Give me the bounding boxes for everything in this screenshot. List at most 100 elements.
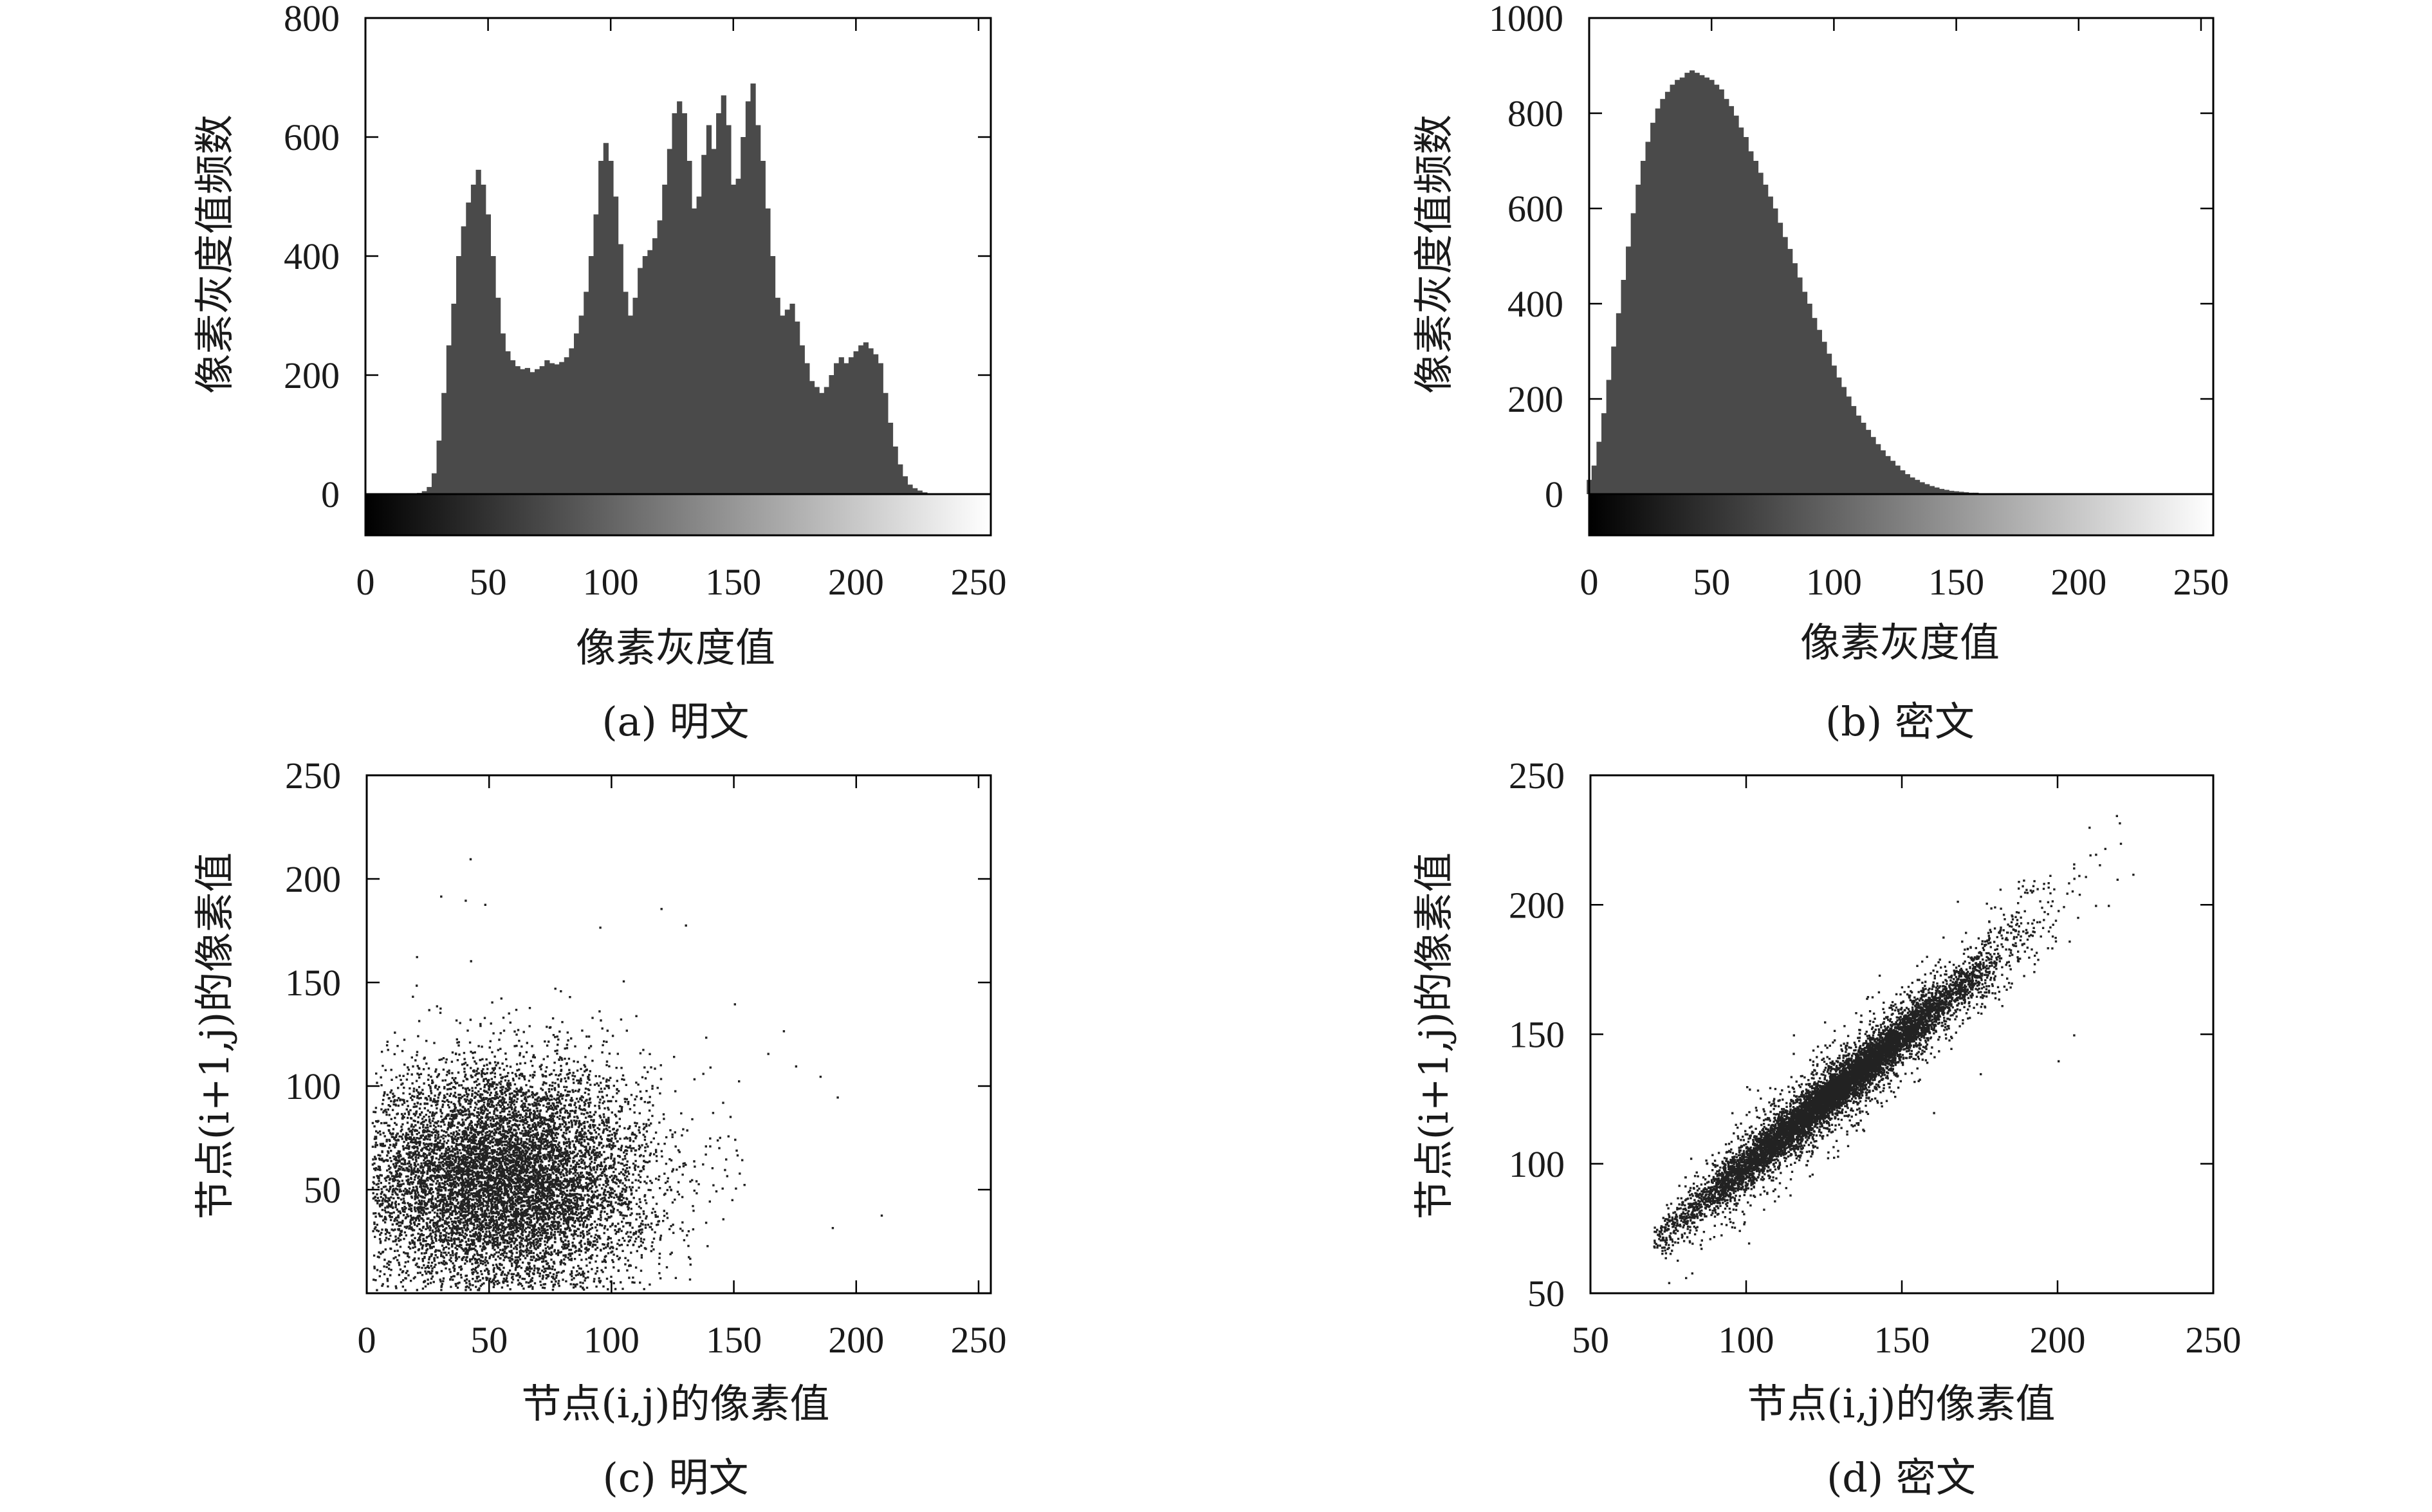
panel-b-bar	[1777, 223, 1783, 494]
panel-b-bar	[1949, 490, 1955, 494]
panel-b-bar	[1601, 413, 1607, 494]
panel-b-bar	[1699, 75, 1705, 495]
panel-a-bar	[657, 220, 663, 494]
panel-b-histogram: 0 50 100 150 200 250 0 200 400 600 800 1000 像素灰度值频数…	[1410, 0, 2229, 745]
panel-a-bar	[750, 83, 756, 494]
panel-b-bar	[1787, 248, 1793, 494]
panel-b-bar	[1875, 444, 1881, 494]
panel-b-x-tick-label: 100	[1806, 561, 1862, 603]
panel-b-y-tick-label: 800	[1507, 93, 1563, 134]
panel-b-bar	[1596, 441, 1602, 494]
panel-b-bar	[1836, 377, 1842, 494]
panel-b-bar	[1606, 380, 1612, 494]
panel-a-y-tick-label: 800	[284, 0, 340, 39]
panel-a-bar	[535, 369, 540, 494]
panel-b-x-tick-label: 200	[2050, 561, 2106, 603]
panel-a-bar	[706, 125, 712, 494]
panel-a-bar	[765, 208, 771, 494]
panel-c-x-tick-label: 50	[470, 1319, 508, 1361]
panel-a-bar	[451, 304, 457, 494]
panel-b-bar	[1801, 291, 1808, 494]
panel-a-bar	[530, 372, 535, 494]
panel-a-bar	[662, 185, 668, 494]
panel-b-bar	[1655, 108, 1661, 495]
panel-a-bar	[569, 348, 575, 494]
panel-a-frame	[364, 17, 992, 537]
panel-a-bar	[627, 315, 634, 494]
panel-a-colorbar	[365, 494, 991, 535]
panel-a-bar	[711, 149, 717, 494]
panel-b-bar	[1870, 437, 1876, 494]
panel-b-colorbar	[1589, 494, 2213, 535]
panel-a-bar	[461, 226, 466, 494]
panel-d-x-tick-label: 100	[1718, 1319, 1774, 1361]
panel-b-bar	[1816, 329, 1822, 494]
panel-b-x-tick-label: 150	[1928, 561, 1984, 603]
panel-b-bar	[1724, 98, 1729, 495]
panel-d-y-tick-label: 200	[1509, 884, 1565, 926]
panel-b-bar	[1900, 470, 1906, 494]
panel-b-x-tick-label: 250	[2173, 561, 2229, 603]
panel-b-bar	[1792, 263, 1798, 494]
panel-b-bar	[1718, 89, 1724, 494]
panel-b-bar	[1714, 84, 1720, 495]
panel-a-bar	[520, 369, 526, 494]
panel-b-bar	[1591, 465, 1598, 494]
panel-a-bar	[608, 161, 614, 494]
panel-a-bar	[652, 238, 658, 494]
panel-a-bar	[863, 342, 869, 494]
panel-b-bar	[1738, 127, 1744, 494]
panel-b-bar	[1782, 237, 1788, 494]
panel-a-bar	[853, 351, 859, 494]
panel-a-bar	[481, 185, 486, 494]
panel-b-bar	[1914, 479, 1921, 494]
panel-a-bar	[686, 161, 692, 494]
panel-b-bar	[1709, 80, 1715, 494]
panel-a-bar	[887, 423, 894, 494]
panel-b-bar	[1664, 91, 1671, 494]
panel-b-bar	[1728, 106, 1735, 494]
panel-c-x-tick-label: 150	[706, 1319, 762, 1361]
panel-a-bar	[446, 345, 452, 494]
panel-a-bar	[427, 486, 432, 494]
panel-a-bar	[804, 363, 810, 494]
panel-b-bar	[1616, 313, 1622, 494]
panel-c-scatter: 0 50 100 150 200 250 50 100 150 200 250 节点(i+1,j)的…	[191, 755, 1006, 1501]
panel-d-xlabel: 节点(i,j)的像素值	[1747, 1380, 2055, 1427]
panel-a-x-tick-label: 100	[583, 561, 639, 603]
panel-c-x-tick-label: 250	[950, 1319, 1006, 1361]
panel-a-bar	[843, 363, 849, 494]
panel-b-y-tick-label: 200	[1507, 378, 1563, 420]
panel-a-bar	[677, 101, 683, 494]
panel-c-caption: (c) 明文	[603, 1454, 749, 1501]
panel-b-bar	[1704, 77, 1709, 494]
panel-a-bar	[819, 392, 825, 494]
panel-b-bar	[1929, 486, 1935, 494]
panel-d-y-tick-label: 250	[1509, 755, 1565, 797]
panel-a-bar	[691, 208, 697, 494]
panel-b-caption: (b) 密文	[1825, 698, 1975, 745]
panel-b-bar	[1890, 461, 1896, 494]
panel-a-bar	[834, 363, 840, 494]
panel-d-x-tick-label: 200	[2030, 1319, 2086, 1361]
panel-c-scatter-points	[371, 858, 883, 1291]
panel-a-bar	[838, 357, 844, 494]
panel-a-bar	[574, 333, 580, 494]
panel-a-x-tick-label: 150	[705, 561, 761, 603]
panel-d-caption: (d) 密文	[1827, 1454, 1976, 1501]
panel-b-bar	[1953, 491, 1959, 494]
panel-a-bar	[554, 364, 560, 494]
panel-a-bar	[760, 161, 766, 494]
panel-c-y-tick-label: 200	[285, 858, 341, 900]
panel-c-y-tick-label: 250	[285, 755, 341, 797]
panel-a-bar	[584, 291, 589, 494]
panel-a-bar	[883, 392, 889, 494]
panel-a-plot: 0 50 100 150 200 250 0 200 400 600 800	[284, 0, 1006, 603]
panel-b-bar	[1767, 196, 1773, 494]
panel-b-x-tick-label: 50	[1693, 561, 1730, 603]
panel-b-bar	[1826, 353, 1832, 494]
panel-c-ylabel: 节点(i+1,j)的像素值	[191, 853, 238, 1220]
panel-a-bar	[735, 178, 741, 494]
panel-b-frame	[1588, 17, 2215, 537]
panel-a-y-tick-label: 0	[321, 474, 340, 515]
